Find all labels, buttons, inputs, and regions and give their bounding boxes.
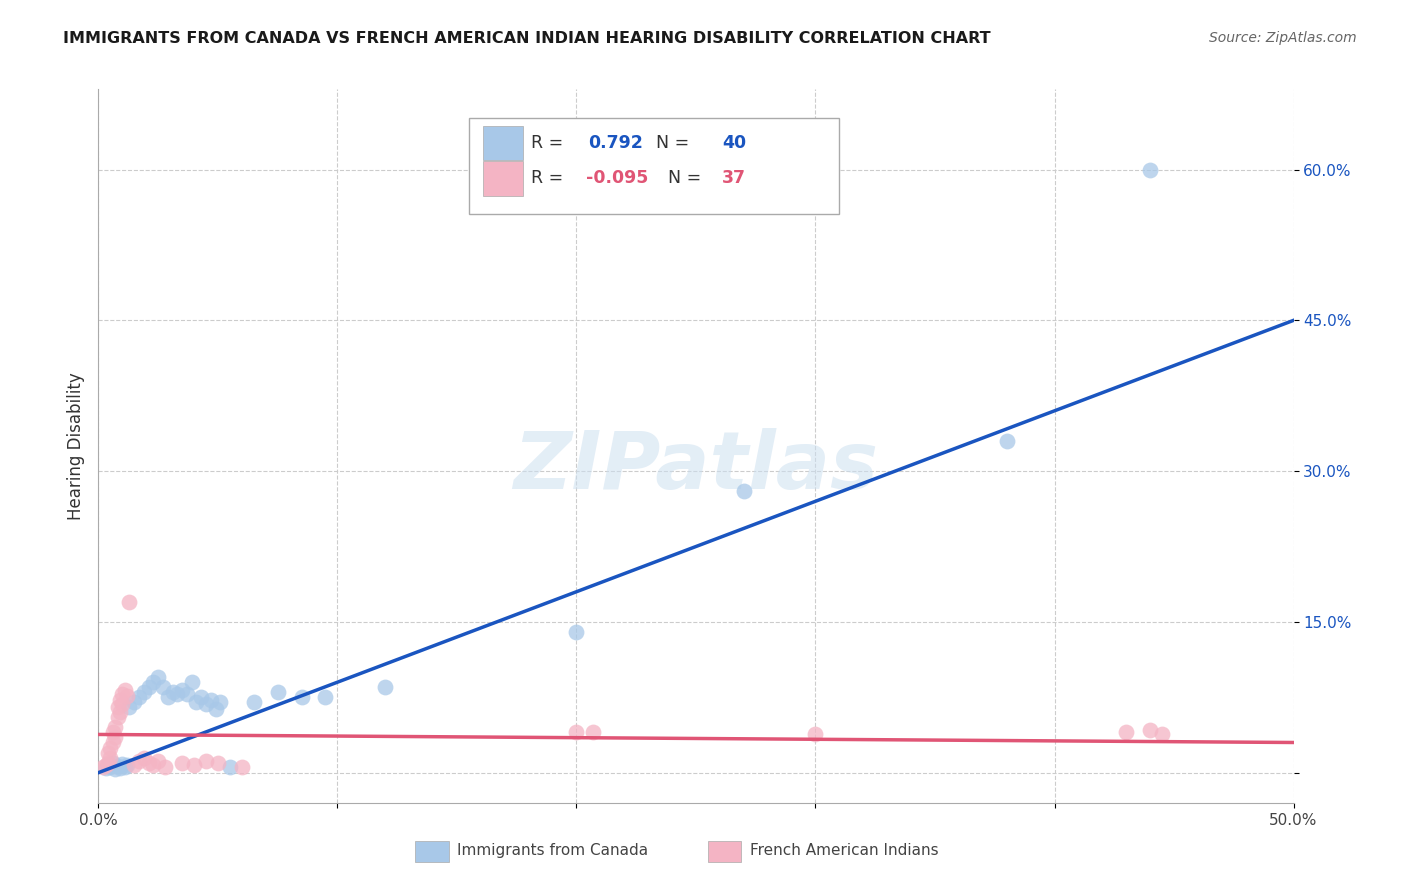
Point: [176, 687, 198, 701]
Point: [1115, 725, 1137, 739]
Point: [98, 740, 122, 755]
Point: [115, 690, 138, 704]
Point: [101, 756, 124, 770]
Point: [142, 675, 165, 690]
Point: [132, 685, 155, 699]
Point: [114, 683, 136, 698]
Text: R =: R =: [531, 134, 574, 152]
Point: [995, 434, 1018, 448]
Point: [107, 758, 129, 772]
Point: [111, 687, 134, 701]
Point: [374, 680, 396, 694]
Text: French American Indians: French American Indians: [749, 843, 938, 858]
Point: [1139, 723, 1161, 738]
Text: ZIPatlas: ZIPatlas: [513, 428, 879, 507]
Point: [98, 759, 122, 773]
Point: [97, 746, 120, 760]
Point: [582, 725, 605, 739]
Text: N =: N =: [657, 169, 706, 187]
Point: [172, 756, 194, 770]
Text: Immigrants from Canada: Immigrants from Canada: [457, 843, 648, 858]
Point: [115, 757, 138, 772]
Point: [804, 727, 827, 741]
Point: [94, 761, 117, 775]
Point: [155, 759, 177, 773]
Point: [291, 690, 314, 705]
Point: [267, 685, 290, 699]
Point: [162, 685, 184, 699]
Point: [97, 757, 120, 772]
Point: [132, 750, 155, 764]
FancyBboxPatch shape: [470, 118, 839, 214]
Point: [565, 725, 588, 739]
Y-axis label: Hearing Disability: Hearing Disability: [66, 372, 84, 520]
Text: -0.095: -0.095: [586, 169, 648, 187]
Point: [152, 680, 174, 694]
Point: [128, 690, 150, 705]
Point: [108, 693, 131, 707]
Point: [200, 693, 222, 707]
Point: [1152, 727, 1174, 741]
Point: [148, 754, 170, 768]
Bar: [484, 161, 523, 195]
Point: [186, 695, 208, 709]
Point: [118, 700, 141, 714]
Point: [101, 725, 124, 739]
Point: [91, 759, 114, 773]
Point: [195, 698, 218, 712]
Point: [1139, 162, 1161, 177]
Text: 37: 37: [723, 169, 747, 187]
Point: [104, 731, 127, 745]
Point: [204, 702, 226, 716]
Point: [111, 756, 134, 771]
Point: [111, 698, 134, 712]
Point: [108, 706, 131, 720]
Point: [98, 750, 122, 764]
Point: [108, 761, 131, 775]
Text: IMMIGRANTS FROM CANADA VS FRENCH AMERICAN INDIAN HEARING DISABILITY CORRELATION : IMMIGRANTS FROM CANADA VS FRENCH AMERICA…: [63, 31, 991, 46]
Point: [107, 710, 129, 724]
Point: [183, 757, 205, 772]
Point: [195, 754, 218, 768]
Point: [172, 683, 194, 698]
Point: [190, 690, 212, 705]
Point: [156, 690, 179, 705]
Point: [107, 700, 129, 714]
Bar: [484, 126, 523, 160]
Text: 0.792: 0.792: [589, 134, 644, 152]
Point: [101, 735, 124, 749]
Point: [138, 680, 160, 694]
Bar: [415, 840, 449, 862]
Text: R =: R =: [531, 169, 569, 187]
Point: [733, 484, 755, 499]
Point: [94, 757, 117, 772]
Point: [138, 756, 160, 770]
Point: [97, 756, 120, 770]
Point: [180, 675, 202, 690]
Point: [114, 759, 136, 773]
Point: [104, 762, 127, 776]
Text: 40: 40: [723, 134, 747, 152]
Text: Source: ZipAtlas.com: Source: ZipAtlas.com: [1209, 31, 1357, 45]
Point: [142, 757, 165, 772]
Text: N =: N =: [644, 134, 695, 152]
Point: [124, 695, 146, 709]
Point: [315, 690, 337, 705]
Point: [118, 595, 141, 609]
Point: [243, 695, 266, 709]
Point: [207, 756, 229, 770]
Bar: [709, 840, 741, 862]
Point: [166, 687, 188, 701]
Point: [128, 754, 150, 768]
Point: [104, 720, 127, 734]
Point: [124, 757, 146, 772]
Point: [231, 759, 253, 773]
Point: [209, 695, 232, 709]
Point: [565, 624, 588, 639]
Point: [148, 670, 170, 684]
Point: [219, 759, 242, 773]
